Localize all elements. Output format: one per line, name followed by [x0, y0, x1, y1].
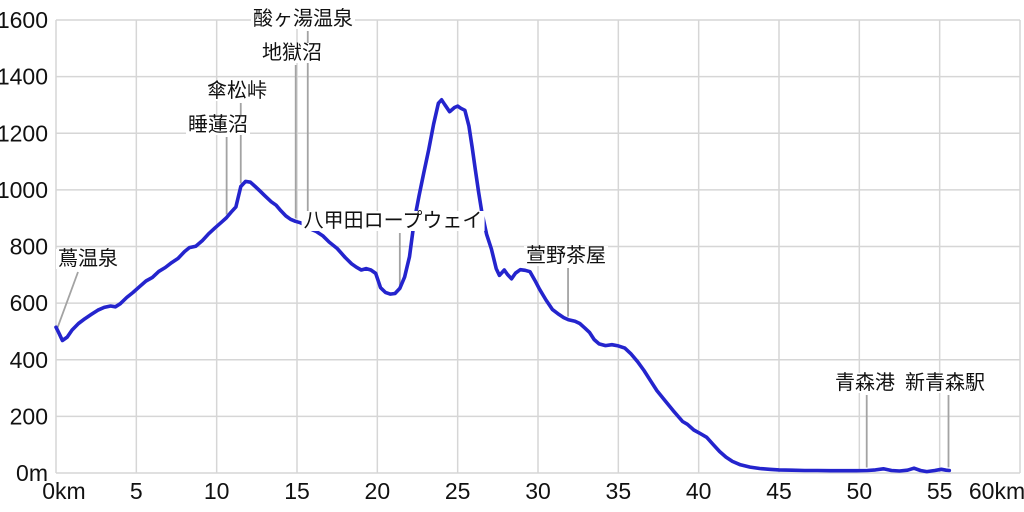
y-tick-600: 600	[10, 290, 48, 316]
x-tick-25: 25	[445, 478, 471, 504]
x-tick-20: 20	[365, 478, 391, 504]
elevation-line	[54, 98, 952, 474]
x-tick-60km: 60km	[969, 478, 1024, 504]
y-tick-1000: 1000	[0, 177, 48, 203]
y-tick-1600: 1600	[0, 7, 48, 33]
y-tick-0m: 0m	[16, 460, 48, 486]
x-tick-35: 35	[606, 478, 632, 504]
x-tick-15: 15	[284, 478, 310, 504]
x-tick-55: 55	[927, 478, 953, 504]
y-tick-1200: 1200	[0, 120, 48, 146]
waypoint-leader-tsuta-onsen	[56, 271, 79, 328]
x-tick-5: 5	[130, 478, 143, 504]
x-tick-50: 50	[847, 478, 873, 504]
x-tick-10: 10	[204, 478, 230, 504]
y-tick-800: 800	[10, 234, 48, 260]
y-tick-200: 200	[10, 403, 48, 429]
y-tick-1400: 1400	[0, 64, 48, 90]
x-tick-40: 40	[686, 478, 712, 504]
x-tick-45: 45	[766, 478, 792, 504]
x-tick-30: 30	[525, 478, 551, 504]
x-tick-0km: 0km	[42, 478, 85, 504]
y-tick-400: 400	[10, 347, 48, 373]
